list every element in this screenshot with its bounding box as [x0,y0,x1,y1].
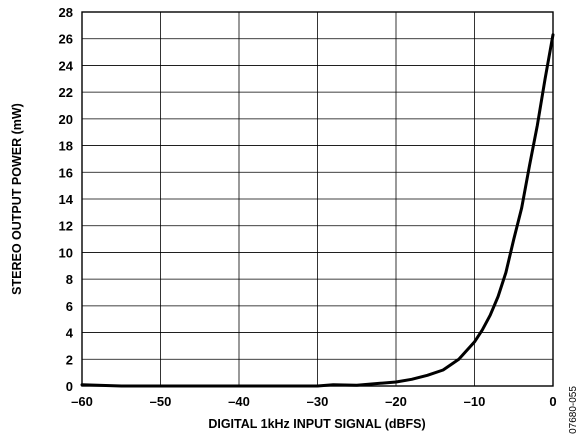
y-tick-label: 20 [59,112,73,127]
y-tick-label: 26 [59,32,73,47]
y-tick-label: 2 [66,352,73,367]
x-tick-label: –40 [228,394,250,409]
y-tick-label: 4 [66,326,74,341]
y-tick-label: 10 [59,245,73,260]
x-tick-label: –50 [150,394,172,409]
y-tick-label: 0 [66,379,73,394]
x-tick-label: –60 [71,394,93,409]
x-tick-label: –20 [385,394,407,409]
y-tick-label: 18 [59,139,73,154]
y-tick-label: 28 [59,5,73,20]
y-tick-label: 12 [59,219,73,234]
y-axis-label: STEREO OUTPUT POWER (mW) [10,103,24,295]
series-line [80,33,555,388]
figure-code: 07680-055 [568,386,579,434]
y-tick-label: 24 [59,58,74,73]
y-tick-label: 6 [66,299,73,314]
x-tick-label: 0 [549,394,556,409]
y-tick-label: 22 [59,85,73,100]
x-tick-labels: –60 –50 –40 –30 –20 –10 0 [71,394,556,409]
y-tick-label: 16 [59,165,73,180]
x-tick-label: –30 [307,394,329,409]
y-tick-label: 8 [66,272,73,287]
x-axis-label: DIGITAL 1kHz INPUT SIGNAL (dBFS) [208,417,425,431]
y-tick-label: 14 [59,192,74,207]
x-tick-label: –10 [464,394,486,409]
